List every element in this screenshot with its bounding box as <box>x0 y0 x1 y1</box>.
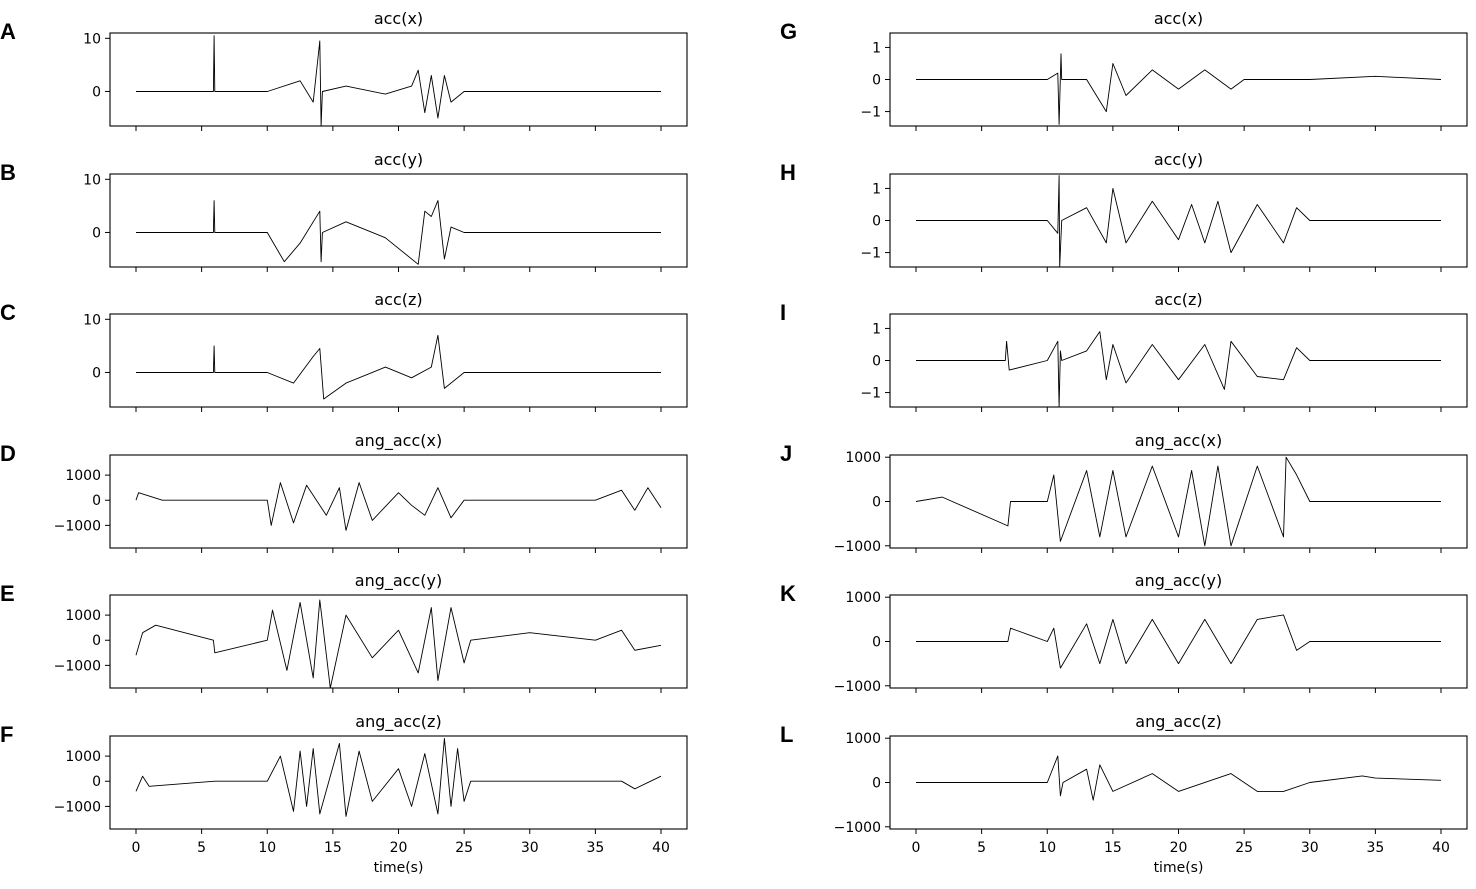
x-tick-label-F: 5 <box>197 840 206 856</box>
x-tick-label-L: 10 <box>1038 840 1056 856</box>
y-tick-label-K: 0 <box>872 635 881 651</box>
x-tick-label-F: 15 <box>324 840 342 856</box>
panel-title-E: ang_acc(y) <box>355 571 442 591</box>
signal-line-D <box>135 482 662 531</box>
signal-line-B <box>136 200 661 265</box>
y-tick-label-E: 1000 <box>65 608 101 624</box>
panel-letter-B: B <box>0 160 16 185</box>
signal-line-J <box>915 456 1441 547</box>
x-tick-label-F: 40 <box>652 840 670 856</box>
signal-line-I <box>916 331 1441 408</box>
signal-line-G <box>916 53 1442 125</box>
y-tick-label-B: 10 <box>83 172 101 188</box>
x-tick-label-L: 35 <box>1366 840 1384 856</box>
y-tick-label-E: −1000 <box>54 658 101 674</box>
y-tick-label-L: 0 <box>872 776 881 792</box>
y-tick-label-F: 1000 <box>65 749 101 765</box>
plot-frame-A <box>109 32 688 127</box>
y-tick-label-E: 0 <box>92 633 101 649</box>
signal-line-E <box>135 599 662 689</box>
panel-title-F: ang_acc(z) <box>355 712 441 732</box>
panel-title-J: ang_acc(x) <box>1135 431 1222 451</box>
x-tick-label-F: 0 <box>132 840 141 856</box>
panel-title-H: acc(y) <box>1154 150 1203 169</box>
y-tick-label-I: −1 <box>860 386 881 402</box>
y-tick-label-B: 0 <box>92 225 101 241</box>
y-tick-label-H: 1 <box>872 181 881 197</box>
panel-letter-G: G <box>780 19 797 44</box>
y-tick-label-H: −1 <box>860 246 881 262</box>
signal-line-K <box>916 614 1441 669</box>
y-tick-label-J: 0 <box>872 495 881 511</box>
y-tick-label-J: 1000 <box>845 450 881 466</box>
x-tick-label-F: 10 <box>258 840 276 856</box>
x-axis-label-F: time(s) <box>374 860 424 876</box>
y-tick-label-D: 0 <box>92 493 101 509</box>
panel-letter-E: E <box>0 581 15 606</box>
y-tick-label-A: 0 <box>92 84 101 100</box>
x-tick-label-L: 25 <box>1235 840 1253 856</box>
panel-letter-F: F <box>0 722 13 747</box>
y-tick-label-C: 0 <box>92 365 101 381</box>
y-tick-label-J: −1000 <box>834 539 881 555</box>
signal-line-H <box>916 175 1441 268</box>
panel-title-B: acc(y) <box>374 150 423 169</box>
panel-title-K: ang_acc(y) <box>1135 571 1222 591</box>
y-tick-label-D: 1000 <box>65 468 101 484</box>
x-tick-label-F: 35 <box>586 840 604 856</box>
panel-letter-A: A <box>0 19 16 44</box>
signal-line-L <box>916 755 1442 801</box>
y-tick-label-G: 1 <box>872 40 881 56</box>
y-tick-label-D: −1000 <box>54 518 101 534</box>
x-tick-label-L: 0 <box>912 840 921 856</box>
y-tick-label-F: 0 <box>92 774 101 790</box>
panel-letter-J: J <box>780 441 792 466</box>
plot-frame-D <box>109 454 688 549</box>
x-tick-label-L: 5 <box>977 840 986 856</box>
plot-frame-B <box>109 173 688 268</box>
y-tick-label-K: −1000 <box>834 679 881 695</box>
panel-letter-I: I <box>780 300 786 325</box>
x-tick-label-F: 30 <box>521 840 539 856</box>
signal-line-C <box>136 334 661 400</box>
x-tick-label-L: 20 <box>1170 840 1188 856</box>
x-axis-label-L: time(s) <box>1154 860 1204 876</box>
x-tick-label-F: 25 <box>455 840 473 856</box>
panel-letter-C: C <box>0 300 16 325</box>
panel-letter-L: L <box>780 722 793 747</box>
y-tick-label-C: 10 <box>83 312 101 328</box>
x-tick-label-L: 15 <box>1104 840 1122 856</box>
panel-letter-K: K <box>780 581 796 606</box>
panel-title-A: acc(x) <box>374 9 423 28</box>
y-tick-label-I: 1 <box>872 321 881 337</box>
panel-title-D: ang_acc(x) <box>355 431 442 451</box>
y-tick-label-L: −1000 <box>834 820 881 836</box>
x-tick-label-L: 40 <box>1432 840 1450 856</box>
y-tick-label-K: 1000 <box>845 590 881 606</box>
y-tick-label-G: 0 <box>872 73 881 89</box>
signal-line-F <box>135 738 662 817</box>
panel-title-I: acc(z) <box>1154 290 1202 309</box>
y-tick-label-G: −1 <box>860 105 881 121</box>
y-tick-label-A: 10 <box>83 31 101 47</box>
y-tick-label-I: 0 <box>872 354 881 370</box>
plot-frame-E <box>109 594 688 689</box>
panel-letter-H: H <box>780 160 796 185</box>
y-tick-label-H: 0 <box>872 214 881 230</box>
x-tick-label-L: 30 <box>1301 840 1319 856</box>
panel-letter-D: D <box>0 441 16 466</box>
panel-title-L: ang_acc(z) <box>1135 712 1221 732</box>
panel-title-C: acc(z) <box>374 290 422 309</box>
signal-line-A <box>136 35 661 127</box>
x-tick-label-F: 20 <box>390 840 408 856</box>
panel-title-G: acc(x) <box>1154 9 1203 28</box>
y-tick-label-L: 1000 <box>845 731 881 747</box>
y-tick-label-F: −1000 <box>54 799 101 815</box>
plot-frame-C <box>109 313 688 408</box>
